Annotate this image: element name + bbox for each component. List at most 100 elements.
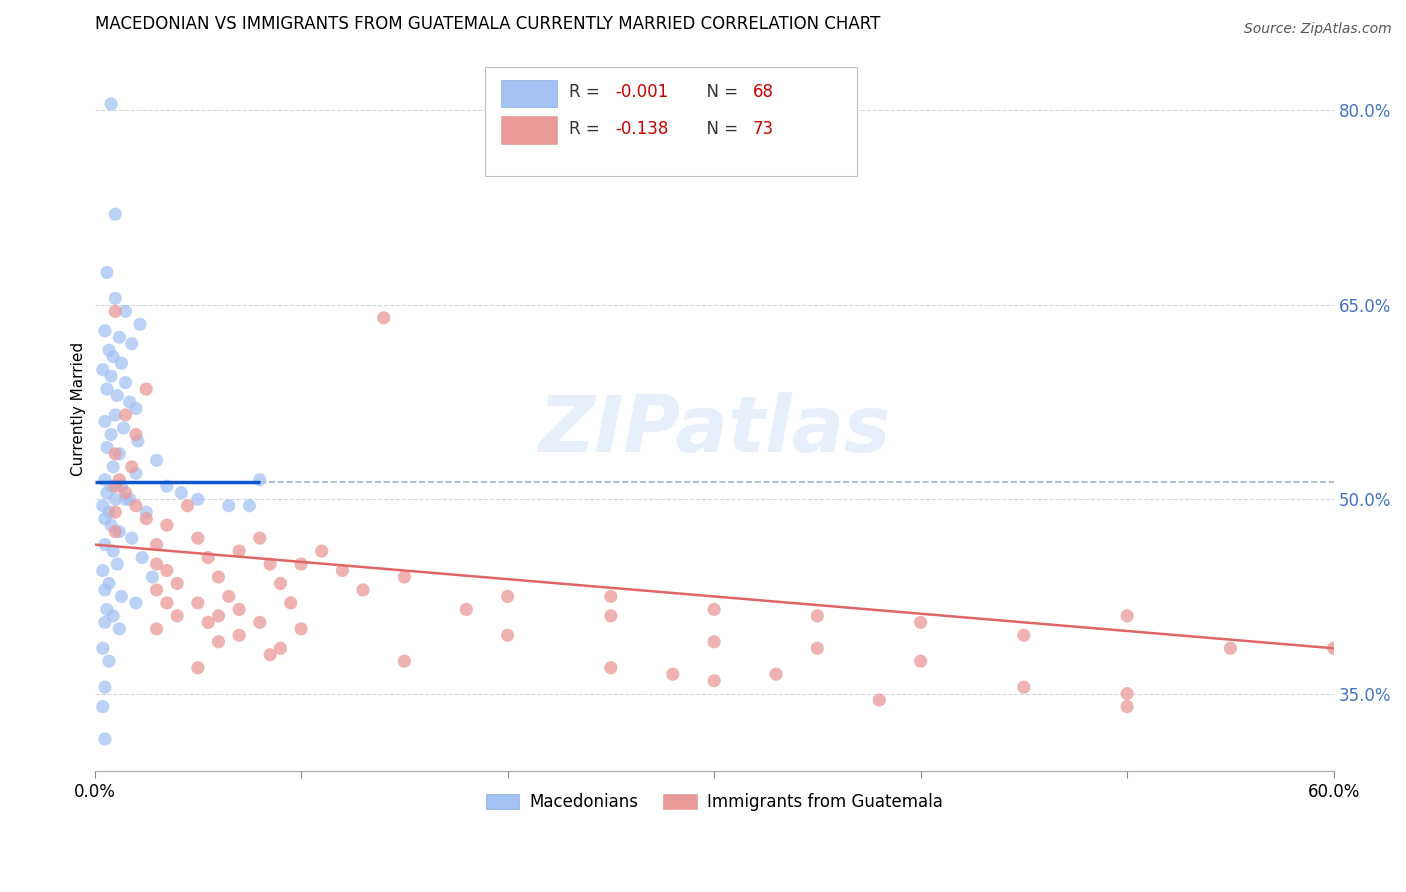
Point xyxy=(269,641,291,656)
Point xyxy=(156,518,179,533)
Point xyxy=(105,557,128,571)
Point xyxy=(94,415,117,429)
Point xyxy=(290,557,312,571)
Point xyxy=(101,608,124,623)
Point xyxy=(110,356,132,370)
Point xyxy=(118,395,141,409)
Text: -0.001: -0.001 xyxy=(614,84,668,102)
Point xyxy=(249,531,271,545)
Bar xyxy=(501,116,557,144)
Point xyxy=(104,291,127,305)
Point xyxy=(114,304,136,318)
Point xyxy=(104,408,127,422)
Text: R =: R = xyxy=(569,120,610,137)
Point xyxy=(1323,641,1346,656)
Point xyxy=(145,453,167,467)
Point xyxy=(910,654,932,668)
Point xyxy=(104,304,127,318)
Point xyxy=(496,590,519,604)
Point xyxy=(104,492,127,507)
Y-axis label: Currently Married: Currently Married xyxy=(72,342,86,475)
Text: 73: 73 xyxy=(752,120,773,137)
Point xyxy=(259,557,281,571)
Point xyxy=(207,608,229,623)
Point xyxy=(259,648,281,662)
Point xyxy=(145,557,167,571)
Point xyxy=(703,673,725,688)
Point xyxy=(100,479,122,493)
Point xyxy=(1116,608,1139,623)
Point xyxy=(101,459,124,474)
Point xyxy=(599,661,621,675)
Point xyxy=(910,615,932,630)
Point xyxy=(101,350,124,364)
Point xyxy=(98,654,121,668)
Point xyxy=(91,699,114,714)
Point xyxy=(94,680,117,694)
Point xyxy=(96,485,118,500)
Point xyxy=(96,441,118,455)
Point xyxy=(94,473,117,487)
Point xyxy=(135,505,157,519)
Point xyxy=(129,318,152,332)
Point xyxy=(662,667,685,681)
Point xyxy=(496,628,519,642)
Text: N =: N = xyxy=(696,120,742,137)
Point xyxy=(280,596,302,610)
Point xyxy=(100,427,122,442)
Point xyxy=(207,634,229,648)
Point xyxy=(187,492,209,507)
Point xyxy=(197,615,219,630)
Point xyxy=(1116,687,1139,701)
Point xyxy=(100,369,122,384)
Point xyxy=(108,447,131,461)
Text: -0.138: -0.138 xyxy=(614,120,668,137)
Point xyxy=(94,511,117,525)
FancyBboxPatch shape xyxy=(485,68,856,177)
Point xyxy=(703,602,725,616)
Point xyxy=(91,499,114,513)
Text: Source: ZipAtlas.com: Source: ZipAtlas.com xyxy=(1244,22,1392,37)
Point xyxy=(108,524,131,539)
Point xyxy=(394,654,416,668)
Point xyxy=(135,382,157,396)
Point xyxy=(125,499,148,513)
Point xyxy=(352,582,374,597)
Point xyxy=(118,492,141,507)
Point xyxy=(806,641,828,656)
Point xyxy=(269,576,291,591)
Point xyxy=(108,473,131,487)
Legend: Macedonians, Immigrants from Guatemala: Macedonians, Immigrants from Guatemala xyxy=(479,786,949,817)
Point xyxy=(156,564,179,578)
Point xyxy=(125,596,148,610)
Text: MACEDONIAN VS IMMIGRANTS FROM GUATEMALA CURRENTLY MARRIED CORRELATION CHART: MACEDONIAN VS IMMIGRANTS FROM GUATEMALA … xyxy=(94,15,880,33)
Point xyxy=(156,596,179,610)
Point xyxy=(166,608,188,623)
Point xyxy=(238,499,260,513)
Point xyxy=(104,524,127,539)
Text: 68: 68 xyxy=(752,84,773,102)
Point xyxy=(228,602,250,616)
Point xyxy=(311,544,333,558)
Point xyxy=(110,479,132,493)
Point xyxy=(114,492,136,507)
Point xyxy=(100,97,122,112)
Point xyxy=(456,602,478,616)
Point xyxy=(135,511,157,525)
Point xyxy=(98,343,121,358)
Point xyxy=(91,564,114,578)
Point xyxy=(145,538,167,552)
Point xyxy=(156,479,179,493)
Point xyxy=(105,388,128,402)
Point xyxy=(1116,699,1139,714)
Point xyxy=(110,590,132,604)
Point xyxy=(1012,680,1035,694)
Point xyxy=(125,467,148,481)
Point xyxy=(249,473,271,487)
Point xyxy=(96,265,118,279)
Point xyxy=(125,401,148,416)
Point xyxy=(1012,628,1035,642)
Point xyxy=(127,434,149,448)
Point xyxy=(703,634,725,648)
Point xyxy=(765,667,787,681)
